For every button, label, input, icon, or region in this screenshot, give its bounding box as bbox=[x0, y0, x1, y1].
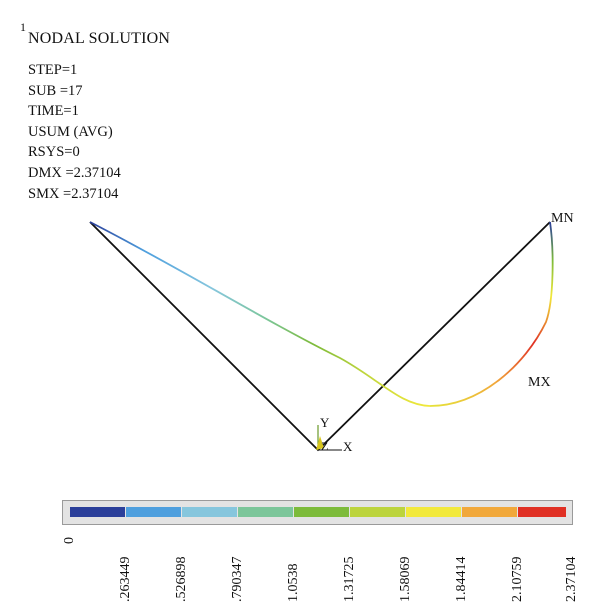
legend-swatch bbox=[70, 507, 125, 517]
info-step: STEP=1 bbox=[28, 62, 78, 78]
legend-value-label: .263449 bbox=[118, 556, 133, 603]
legend-value-label: 0 bbox=[62, 537, 77, 544]
deformed-shape-right bbox=[429, 221, 554, 407]
legend-value-label: 1.58069 bbox=[398, 556, 413, 603]
legend-value-label: .526898 bbox=[174, 556, 189, 603]
solution-info: STEP=1 SUB =17 TIME=1 USUM (AVG) RSYS=0 … bbox=[28, 60, 121, 204]
window-number: 1 bbox=[20, 20, 26, 34]
info-result-item: USUM (AVG) bbox=[28, 123, 113, 140]
legend-swatch bbox=[294, 507, 349, 517]
legend-swatch bbox=[126, 507, 181, 517]
legend-value-label: 2.10759 bbox=[510, 556, 525, 603]
max-label: MX bbox=[528, 375, 551, 390]
triad-z-marker bbox=[316, 436, 324, 450]
legend-value-label: 1.0538 bbox=[286, 563, 301, 603]
legend-value-label: 2.37104 bbox=[564, 556, 579, 603]
info-rsys: RSYS=0 bbox=[28, 144, 80, 161]
min-label: MN bbox=[551, 211, 574, 226]
info-substep: SUB =17 bbox=[28, 82, 83, 99]
legend-swatch bbox=[462, 507, 517, 517]
triad-z-label: Z bbox=[321, 439, 328, 453]
deformed-shape-left bbox=[89, 221, 431, 407]
triad-y-label: Y bbox=[320, 415, 330, 430]
legend-value-label: .790347 bbox=[230, 556, 245, 603]
legend-value-label: 1.31725 bbox=[342, 556, 357, 603]
legend-swatch bbox=[350, 507, 405, 517]
triad-x-label: X bbox=[343, 439, 353, 454]
plot-title: NODAL SOLUTION bbox=[28, 30, 171, 47]
legend-swatch bbox=[238, 507, 293, 517]
info-dmx: DMX =2.37104 bbox=[28, 164, 121, 181]
legend-swatch bbox=[406, 507, 461, 517]
legend-swatch bbox=[182, 507, 237, 517]
legend-value-label: 1.84414 bbox=[454, 556, 469, 603]
info-smx: SMX =2.37104 bbox=[28, 185, 119, 202]
info-time: TIME=1 bbox=[28, 103, 79, 120]
legend-swatch bbox=[518, 507, 566, 517]
